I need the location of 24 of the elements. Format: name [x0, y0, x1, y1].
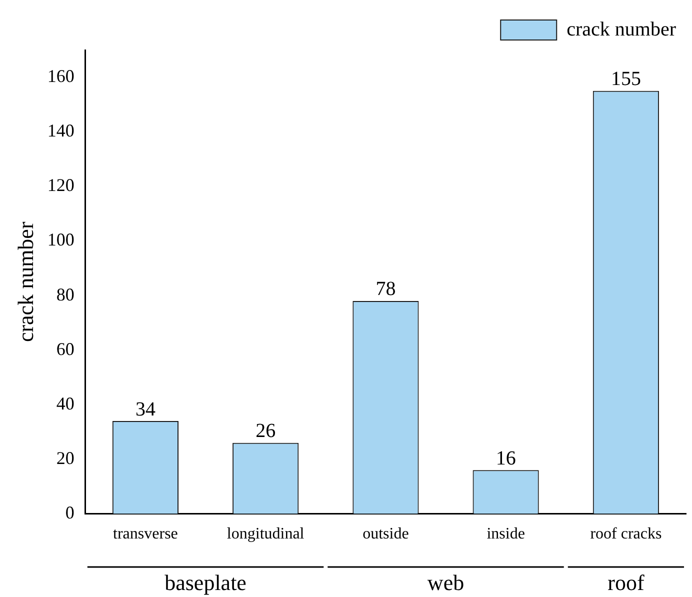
y-tick-label: 40 — [56, 393, 74, 414]
y-tick-label: 120 — [47, 175, 74, 196]
y-tick-label: 100 — [47, 230, 74, 250]
text: baseplate — [164, 570, 246, 595]
x-tick-label: inside — [486, 526, 525, 543]
data-label: 16 — [496, 447, 516, 470]
x-tick-label: outside — [362, 526, 409, 543]
legend-label: crack number — [566, 18, 676, 40]
data-label: 155 — [610, 68, 641, 90]
data-label: 34 — [135, 398, 156, 420]
text: roof — [608, 570, 645, 595]
y-tick-label: 160 — [47, 66, 74, 86]
data-label: 26 — [256, 420, 276, 442]
y-tick-label: 80 — [56, 284, 74, 304]
y-tick-label: 0 — [65, 502, 74, 523]
y-axis-title: crack number — [12, 221, 38, 342]
y-tick-label: 20 — [56, 448, 74, 468]
text: web — [427, 570, 464, 595]
y-tick-label: 140 — [47, 120, 74, 141]
x-tick-label: roof cracks — [590, 526, 662, 543]
y-tick-label: 60 — [56, 338, 74, 359]
x-tick-label: transverse — [113, 526, 178, 543]
data-label: 78 — [376, 278, 396, 300]
x-tick-label: longitudinal — [226, 526, 305, 543]
